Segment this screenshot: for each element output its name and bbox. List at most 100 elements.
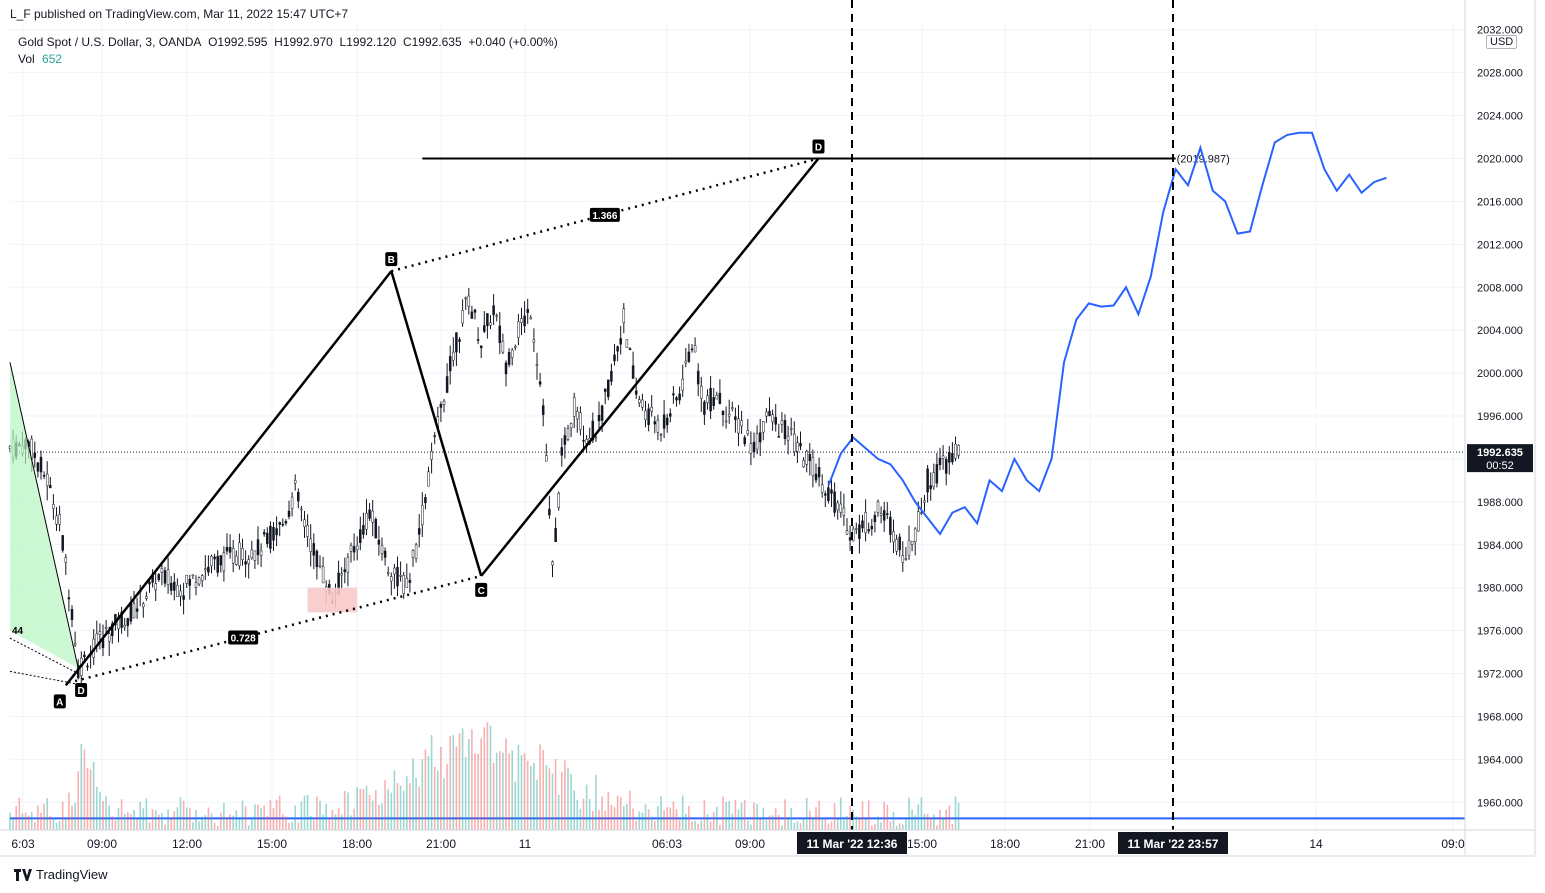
volume-bar [440,746,442,830]
candle-body [55,515,58,525]
candle-body [600,405,604,421]
volume-bar [505,738,507,830]
volume-bar [381,803,383,830]
candle-body [638,399,641,404]
volume-bar [753,802,755,830]
volume-bar [799,823,802,830]
price-axis[interactable]: 1960.000 1964.000 1968.000 1972.000 1976.000… [1464,0,1536,855]
candle-body [64,557,68,563]
volume-bar [737,809,740,830]
volume-bar [275,799,278,830]
volume-bar [771,815,774,830]
volume-bar [635,820,637,830]
candle-body [448,356,452,372]
volume-bar [229,814,231,830]
volume-bar [344,791,346,830]
price-tick-label: 1960.000 [1477,797,1523,809]
candle-body [160,568,164,573]
volume-bar [216,825,219,830]
candle-body [272,526,275,541]
volume-bar [867,800,870,830]
candle-body [749,443,753,454]
volume-bar [796,821,799,830]
volume-bar [579,808,582,830]
candle-body [811,456,815,477]
time-markers[interactable]: 11 Mar '22 12:36 11 Mar '22 23:57 [797,0,1228,854]
volume-bar [957,802,960,830]
volume-bar [210,813,213,830]
symbol-name[interactable]: Gold Spot / U.S. Dollar, 3, OANDA [18,35,202,49]
candle-body [442,400,446,405]
candle-body [703,401,706,415]
point-c-badge [475,582,488,597]
candle-body [464,297,467,300]
volume-bar [213,822,216,830]
price-tick-label: 2032.000 [1477,25,1523,37]
volume-bars [9,722,960,830]
volume-bar [368,794,371,830]
candle-body [715,394,719,400]
volume-bar [154,810,157,830]
volume-bar [198,821,200,830]
volume-bar [647,809,650,830]
candle-body [777,436,781,438]
time-tick-label: 14 [1309,837,1323,851]
volume-bar [933,814,935,830]
candle-body [526,309,529,313]
volume-bar [189,808,191,830]
candle-body [256,539,260,556]
volume-bar [576,800,579,830]
volume-bar [610,804,613,830]
volume-bar [158,814,160,830]
volume-bar [340,814,343,830]
volume-bar [353,808,355,830]
volume-bar [830,821,833,830]
volume-bar [130,814,132,830]
tradingview-logo-icon [14,868,32,881]
candle-body [417,528,421,535]
currency-badge[interactable]: USD [1486,35,1518,49]
candle-body [917,511,920,532]
volume-bar [71,806,73,830]
volume-bar [185,807,188,830]
candle-body [895,539,898,552]
candle-body [693,345,697,353]
candle-body [166,569,170,585]
volume-bar [778,815,780,830]
volume-bar [898,823,901,830]
candle-body [724,420,728,423]
volume-bar [781,825,783,830]
forecast-line[interactable] [827,131,1387,536]
candle-body [607,379,610,398]
candle-body [951,453,954,463]
candle-body [169,582,173,591]
volume-bar [471,729,473,830]
candle-body [783,420,787,439]
volume-label[interactable]: Vol [18,52,35,66]
volume-bar [108,805,110,830]
candle-body [148,581,151,585]
volume-bar [49,816,52,830]
time-tick-label: 15:00 [257,837,287,851]
volume-bar [508,753,510,830]
volume-bar [725,802,727,830]
volume-bar [443,778,445,830]
candle-body [755,433,759,450]
candle-body [182,595,185,600]
volume-bar [446,764,448,830]
candle-body [383,550,387,558]
candle-body [377,539,381,545]
candle-body [944,459,948,474]
time-tick-label: 12:00 [172,837,202,851]
candle-body [390,576,393,582]
volume-bar [880,822,882,830]
candle-body [52,504,55,509]
candle-body [452,351,455,361]
volume-bar [908,797,910,830]
candle-body [386,571,390,574]
volume-bar [520,755,523,830]
candle-body [300,508,303,511]
time-axis[interactable]: 6:03 09:00 12:00 15:00 18:00 21:00 11 06:03 09:0… [0,829,1535,857]
